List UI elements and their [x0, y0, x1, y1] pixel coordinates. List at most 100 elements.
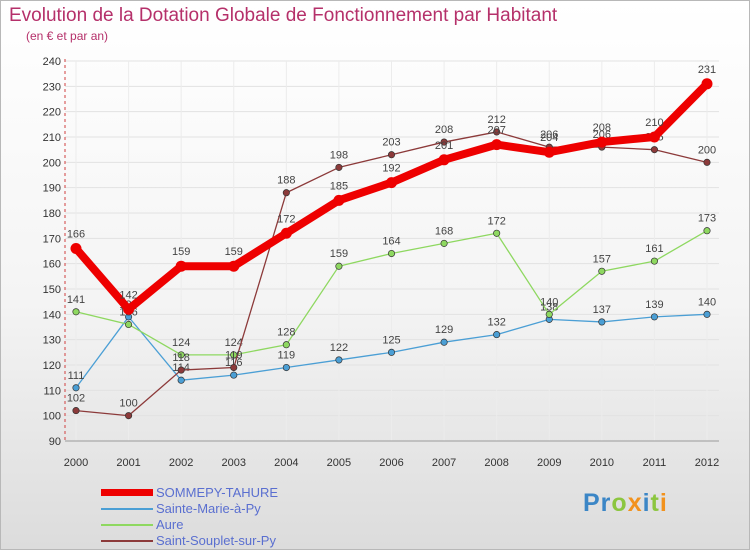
point-saint-souplet-sur-py-2005	[335, 163, 343, 171]
data-label-sommepy-tahure-2010: 208	[593, 122, 611, 134]
y-tick-label-230: 230	[43, 81, 61, 93]
data-label-sainte-marie-a-py-2012: 140	[698, 296, 716, 308]
point-aure-2004	[282, 341, 290, 349]
x-tick-label-2011: 2011	[643, 457, 667, 469]
point-sainte-marie-a-py-2003	[230, 371, 238, 379]
data-label-aure-2003: 124	[225, 337, 243, 349]
y-tick-label-170: 170	[43, 233, 61, 245]
legend-item-aure: Aure	[101, 517, 361, 533]
point-saint-souplet-sur-py-2003	[230, 363, 238, 372]
y-tick-label-90: 90	[49, 436, 61, 448]
data-label-sainte-marie-a-py-2011: 139	[645, 299, 663, 311]
x-tick-label-2007: 2007	[432, 457, 456, 469]
point-aure-2011	[650, 257, 658, 265]
point-saint-souplet-sur-py-2002	[177, 366, 185, 374]
point-sainte-marie-a-py-2007	[440, 338, 448, 346]
y-tick-label-240: 240	[43, 56, 61, 68]
point-sainte-marie-a-py-2005	[335, 356, 343, 364]
data-label-aure-2005: 159	[330, 248, 348, 260]
data-label-sommepy-tahure-2000: 166	[67, 228, 85, 240]
legend-swatch-saint-souplet-sur-py	[101, 540, 153, 542]
data-label-aure-2007: 168	[435, 225, 453, 237]
y-tick-label-150: 150	[43, 284, 61, 296]
y-tick-label-140: 140	[43, 309, 61, 321]
data-label-sainte-marie-a-py-2007: 129	[435, 324, 453, 336]
point-sainte-marie-a-py-2010	[598, 318, 606, 326]
legend-label-saint-souplet-sur-py: Saint-Souplet-sur-Py	[156, 533, 276, 548]
data-label-sainte-marie-a-py-2005: 122	[330, 342, 348, 354]
proxiti-logo: Proxiti	[583, 489, 668, 517]
point-sainte-marie-a-py-2004	[282, 363, 290, 372]
point-sommepy-tahure-2009	[543, 146, 555, 158]
x-tick-label-2006: 2006	[379, 457, 403, 469]
point-aure-2005	[335, 262, 343, 270]
point-sommepy-tahure-2002	[175, 260, 187, 272]
point-sommepy-tahure-2006	[386, 177, 397, 189]
legend-label-sainte-marie-a-py: Sainte-Marie-à-Py	[156, 501, 261, 516]
point-sommepy-tahure-2003	[228, 260, 240, 272]
data-label-aure-2000: 141	[67, 294, 85, 306]
point-aure-2007	[440, 239, 448, 247]
x-tick-label-2004: 2004	[274, 457, 298, 469]
legend-item-sainte-marie-a-py: Sainte-Marie-à-Py	[101, 501, 361, 517]
point-sainte-marie-a-py-2000	[72, 384, 80, 392]
legend-swatch-sainte-marie-a-py	[101, 508, 153, 510]
data-label-sommepy-tahure-2001: 142	[119, 289, 137, 301]
data-label-saint-souplet-sur-py-2009: 206	[540, 129, 558, 141]
x-tick-label-2008: 2008	[484, 457, 508, 469]
data-label-saint-souplet-sur-py-2007: 208	[435, 124, 453, 136]
point-sainte-marie-a-py-2002	[177, 376, 185, 384]
point-saint-souplet-sur-py-2000	[72, 407, 80, 415]
data-label-saint-souplet-sur-py-2004: 188	[277, 175, 295, 187]
data-label-sainte-marie-a-py-2003: 116	[225, 357, 243, 369]
data-label-sommepy-tahure-2011: 210	[645, 117, 663, 129]
data-label-sommepy-tahure-2012: 231	[698, 64, 716, 76]
x-tick-label-2010: 2010	[590, 457, 614, 469]
data-label-sommepy-tahure-2009: 204	[540, 132, 558, 144]
chart-subtitle: (en € et par an)	[26, 29, 109, 43]
data-label-sainte-marie-a-py-2000: 111	[68, 370, 85, 382]
data-label-sommepy-tahure-2003: 159	[225, 246, 243, 258]
point-aure-2002	[177, 351, 185, 359]
point-aure-2001	[125, 320, 133, 329]
data-label-aure-2006: 164	[382, 236, 400, 248]
data-label-saint-souplet-sur-py-2006: 203	[382, 137, 400, 149]
legend-item-saint-souplet-sur-py: Saint-Souplet-sur-Py	[101, 533, 361, 549]
y-tick-label-210: 210	[43, 132, 61, 144]
data-label-sommepy-tahure-2004: 172	[277, 213, 295, 225]
data-label-sainte-marie-a-py-2006: 125	[382, 334, 400, 346]
point-aure-2009	[545, 310, 553, 318]
data-label-sainte-marie-a-py-2010: 137	[593, 304, 611, 316]
data-label-saint-souplet-sur-py-2000: 102	[67, 393, 85, 405]
point-sommepy-tahure-2008	[491, 139, 503, 151]
data-label-sainte-marie-a-py-2008: 132	[487, 317, 505, 329]
data-label-aure-2012: 173	[698, 213, 716, 225]
data-label-sommepy-tahure-2002: 159	[172, 246, 190, 258]
point-saint-souplet-sur-py-2012	[703, 158, 711, 166]
point-sainte-marie-a-py-2011	[650, 313, 658, 321]
point-saint-souplet-sur-py-2004	[282, 189, 290, 197]
legend-label-aure: Aure	[156, 517, 184, 532]
data-label-saint-souplet-sur-py-2001: 100	[119, 398, 137, 410]
data-label-aure-2002: 124	[172, 337, 190, 349]
data-label-saint-souplet-sur-py-2003: 119	[225, 350, 243, 362]
point-aure-2006	[387, 249, 396, 258]
point-sainte-marie-a-py-2006	[387, 348, 396, 356]
point-sommepy-tahure-2004	[280, 227, 292, 239]
y-tick-label-220: 220	[43, 107, 61, 119]
point-aure-2010	[598, 267, 606, 275]
x-tick-label-2003: 2003	[222, 457, 246, 469]
point-sommepy-tahure-2005	[333, 194, 345, 206]
point-sommepy-tahure-2007	[438, 154, 450, 166]
point-sommepy-tahure-2010	[596, 136, 608, 148]
data-label-sommepy-tahure-2005: 185	[330, 180, 348, 192]
y-tick-label-190: 190	[43, 183, 61, 195]
x-tick-label-2009: 2009	[537, 457, 561, 469]
data-label-sainte-marie-a-py-2004: 119	[278, 350, 296, 362]
legend-item-sommepy-tahure: SOMMEPY-TAHURE	[101, 485, 361, 501]
legend-swatch-aure	[101, 524, 153, 526]
point-aure-2000	[72, 308, 80, 316]
y-tick-label-120: 120	[43, 360, 61, 372]
data-label-sommepy-tahure-2007: 201	[435, 140, 453, 152]
